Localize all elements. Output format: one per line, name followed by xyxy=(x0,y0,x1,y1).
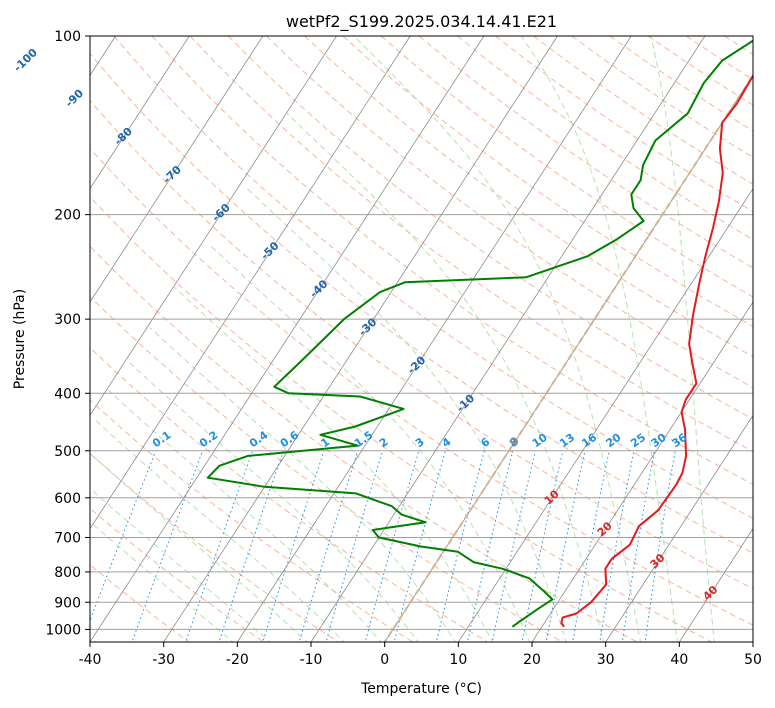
isotherm-line xyxy=(90,36,337,417)
isotherms xyxy=(90,36,753,642)
freezing-isotherm xyxy=(383,73,753,642)
x-tick-label: 0 xyxy=(380,652,389,668)
isotherm-line xyxy=(163,36,558,642)
y-tick-label: 400 xyxy=(54,386,81,402)
isotherm-line xyxy=(310,36,706,642)
x-axis-label: Temperature (°C) xyxy=(360,681,482,697)
y-axis-label: Pressure (hPa) xyxy=(12,289,28,389)
y-tick-label: 100 xyxy=(54,29,81,45)
moist-adiabat-line xyxy=(245,187,568,642)
mixing-ratio-line xyxy=(364,450,420,642)
x-tick-label: 10 xyxy=(449,652,467,668)
dry-adiabat-line xyxy=(90,346,489,642)
y-tick-label: 800 xyxy=(54,565,81,581)
moist-adiabat-line xyxy=(286,112,605,642)
y-tick-label: 900 xyxy=(54,595,81,611)
x-tick-label: 30 xyxy=(597,652,615,668)
moist-adiabat-line xyxy=(129,362,419,642)
mixing-ratio-line xyxy=(298,450,359,642)
y-tick-label: 700 xyxy=(54,531,81,547)
x-tick-label: 20 xyxy=(523,652,541,668)
x-tick-label: 40 xyxy=(670,652,688,668)
x-axis-ticks: -40 -30 -20 -10 0 10 20 30 40 50 xyxy=(79,642,762,668)
isotherm-line xyxy=(236,36,632,642)
temperature-profile-line xyxy=(560,73,753,628)
y-tick-label: 1000 xyxy=(45,622,81,638)
moist-adiabat-line xyxy=(90,487,271,642)
x-tick-label: 50 xyxy=(744,652,762,668)
isotherm-line xyxy=(531,301,753,642)
dry-adiabat-line xyxy=(90,52,753,554)
isotherm-line xyxy=(678,527,753,642)
plot-frame xyxy=(89,35,754,643)
mixing-ratio-line xyxy=(185,450,254,642)
isotherm-line xyxy=(605,414,753,642)
mixing-ratio-line xyxy=(644,450,676,642)
dewpoint-profile-line xyxy=(206,39,753,628)
mixing-ratio-line xyxy=(218,450,284,642)
isotherm-line xyxy=(90,36,190,190)
y-tick-label: 300 xyxy=(54,312,81,328)
mixing-ratio-line xyxy=(466,450,514,642)
mixing-ratio-line xyxy=(599,450,635,642)
y-tick-label: 500 xyxy=(54,444,81,460)
x-tick-label: -40 xyxy=(79,652,102,668)
mixing-ratio-line xyxy=(491,450,536,642)
y-tick-label: 600 xyxy=(54,491,81,507)
moist-adiabat-line xyxy=(90,520,234,642)
chart-title: wetPf2_S199.2025.034.14.41.E21 xyxy=(286,12,557,32)
isotherm-line xyxy=(457,187,753,642)
x-tick-label: -10 xyxy=(300,652,323,668)
isotherm-line xyxy=(90,36,264,303)
mixing-ratio-lines xyxy=(90,450,676,642)
x-tick-label: -20 xyxy=(226,652,249,668)
isobars xyxy=(90,36,753,630)
x-tick-label: -30 xyxy=(152,652,175,668)
dry-adiabat-line xyxy=(380,36,753,298)
y-axis-ticks: 1000 900 800 700 600 500 400 300 200 100 xyxy=(45,29,90,638)
mixing-ratio-line xyxy=(435,450,485,642)
dry-adiabat-line xyxy=(113,36,753,519)
plot-area xyxy=(90,36,753,642)
moist-adiabat-line xyxy=(149,327,456,642)
mixing-ratio-line xyxy=(325,450,384,642)
mixing-ratio-line xyxy=(393,450,446,642)
isotherm-line xyxy=(90,36,411,530)
y-tick-label: 200 xyxy=(54,208,81,224)
freezing-isotherm-line xyxy=(383,73,753,642)
dry-adiabat-line xyxy=(90,99,753,590)
profile-series xyxy=(206,39,753,628)
isotherm-line xyxy=(90,36,485,642)
moist-adiabat-line xyxy=(92,417,345,642)
mixing-ratio-line xyxy=(621,450,655,642)
